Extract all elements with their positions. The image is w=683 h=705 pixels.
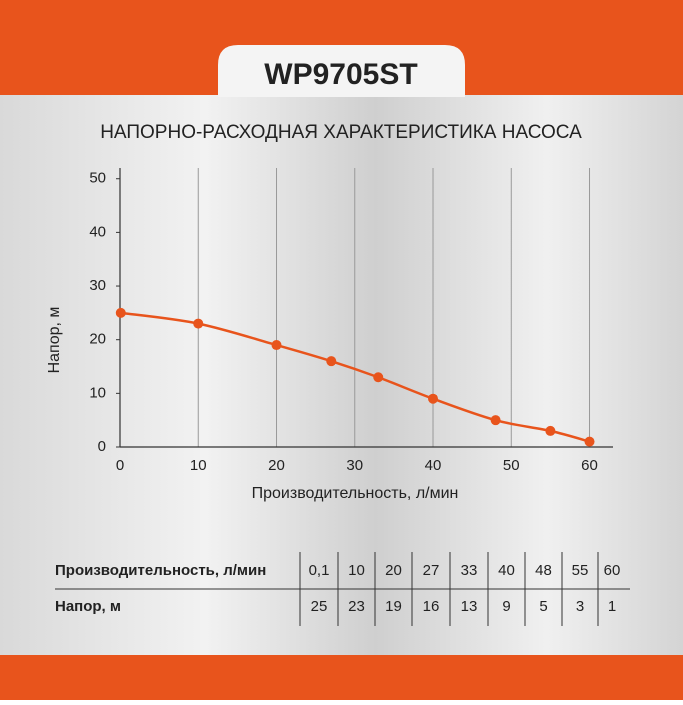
bottom-band [0,655,683,700]
y-tick-label: 20 [89,331,106,348]
data-point [326,356,337,367]
table-cell: 23 [348,598,365,615]
row-header: Напор, м [55,598,121,615]
table-cell: 3 [576,598,584,615]
x-tick-label: 50 [503,457,520,474]
x-tick-label: 40 [425,457,442,474]
table-cell: 9 [502,598,510,615]
data-point [271,340,282,351]
y-axis-title: Напор, м [46,307,63,374]
x-tick-label: 60 [581,457,598,474]
data-point [428,393,439,404]
row-header: Производительность, л/мин [55,562,266,579]
table-cell: 60 [604,562,621,579]
chart-title: НАПОРНО-РАСХОДНАЯ ХАРАКТЕРИСТИКА НАСОСА [100,122,582,143]
table-cell: 20 [385,562,402,579]
y-tick-label: 10 [89,384,106,401]
plot: 0 10 20 30 40 50 60 0 10 20 30 40 50 [89,168,613,474]
table-cell: 40 [498,562,515,579]
title-tab [218,45,465,97]
table-cell: 27 [423,562,440,579]
y-tick-label: 30 [89,277,106,294]
x-tick-label: 0 [116,457,124,474]
y-tick-label: 40 [89,223,106,240]
data-point [373,372,384,383]
table-cell: 1 [608,598,616,615]
data-point [193,318,204,329]
data-point [115,307,126,318]
x-axis-title: Производительность, л/мин [252,485,459,502]
table-cell: 0,1 [309,562,330,579]
table-cell: 55 [572,562,589,579]
data-point [490,415,501,426]
table-cell: 5 [539,598,547,615]
table: Производительность, л/мин 0,1 10 20 27 33 40 48… [55,552,630,626]
y-tick-label: 0 [98,438,106,455]
table-cell: 19 [385,598,402,615]
data-point [545,425,556,436]
table-cell: 16 [423,598,440,615]
table-cell: 10 [348,562,365,579]
x-tick-label: 10 [190,457,207,474]
table-cell: 33 [461,562,478,579]
table-cell: 48 [535,562,552,579]
table-cell: 13 [461,598,478,615]
x-tick-label: 20 [268,457,285,474]
x-tick-label: 30 [346,457,363,474]
table-cell: 25 [311,598,328,615]
y-tick-label: 50 [89,170,106,187]
data-point [584,436,595,447]
product-title: WP9705ST [264,58,417,91]
